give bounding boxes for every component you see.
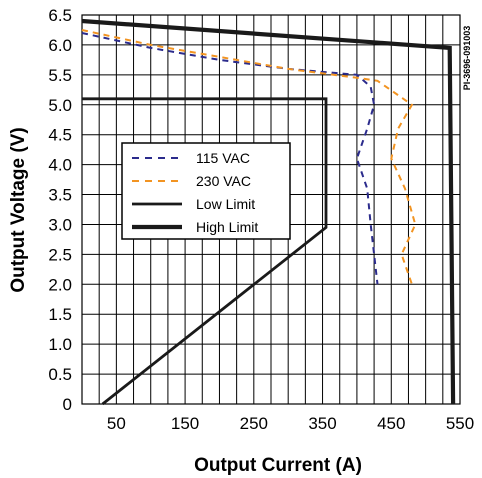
x-tick-label: 450 [377,414,405,433]
series-high-limit [81,18,456,405]
y-tick-label: 4.5 [48,126,72,145]
series-230-vac [81,29,417,285]
legend-label: Low Limit [196,196,255,212]
y-tick-label: 2.5 [48,245,72,264]
x-tick-label: 550 [446,414,474,433]
y-tick-label: 0.5 [48,365,72,384]
y-tick-label: 5.0 [48,96,72,115]
legend: 115 VAC 230 VAC Low Limit High Limit [121,142,291,240]
series-layer [81,18,456,406]
y-tick-label: 6.0 [48,36,72,55]
x-tick-label: 350 [308,414,336,433]
y-tick-label: 4.0 [48,156,72,175]
y-tick-label: 0 [63,395,72,414]
x-tick-label: 150 [171,414,199,433]
x-tick-label: 250 [240,414,268,433]
plot-frame [81,14,461,405]
x-axis-title: Output Current (A) [194,455,362,476]
y-tick-label: 1.5 [48,305,72,324]
y-tick-label: 1.0 [48,335,72,354]
grid [82,15,460,404]
figure-code: PI-3696-091003 [462,26,472,91]
series-low-limit [82,97,328,406]
legend-label: High Limit [196,219,258,235]
x-tick-labels: 50 150 250 350 450 550 [107,414,474,433]
y-tick-label: 5.5 [48,66,72,85]
plot-area-border [81,14,461,405]
legend-label: 230 VAC [196,173,251,189]
x-tick-label: 50 [107,414,126,433]
y-tick-label: 3.0 [48,215,72,234]
legend-label: 115 VAC [196,150,250,166]
y-axis-title: Output Voltage (V) [8,127,29,292]
y-tick-label: 3.5 [48,186,72,205]
y-tick-label: 6.5 [48,6,72,25]
y-tick-label: 2.0 [48,275,72,294]
y-tick-labels: 0 0.5 1.0 1.5 2.0 2.5 3.0 3.5 4.0 4.5 5.0 5.5 6.0 6.5 [48,6,72,414]
